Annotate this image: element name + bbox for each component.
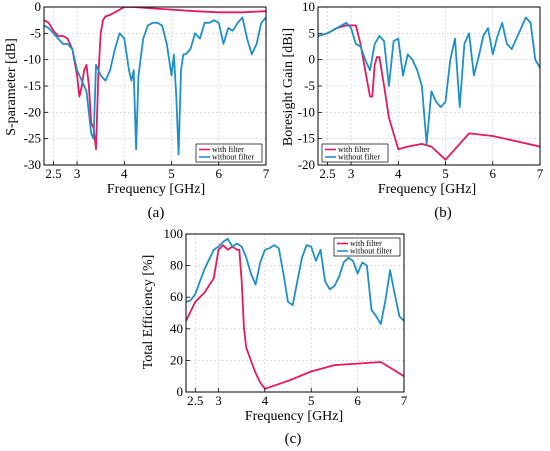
x-tick-label: 7 xyxy=(537,166,544,181)
x-tick-label: 3 xyxy=(215,393,222,408)
legend-label: with filter xyxy=(212,145,244,154)
x-tick-label: 7 xyxy=(401,393,408,408)
x-tick-label: 2.5 xyxy=(319,166,335,181)
y-tick-label: 100 xyxy=(164,226,184,241)
legend-label: with filter xyxy=(338,145,370,154)
x-tick-label: 6 xyxy=(216,166,223,181)
y-tick-label: 60 xyxy=(170,289,183,304)
legend-label: without filter xyxy=(350,247,392,256)
y-tick-label: -20 xyxy=(24,104,41,119)
x-tick-label: 3 xyxy=(348,166,355,181)
x-axis-label: Frequency [GHz] xyxy=(107,182,205,197)
caption-a: (a) xyxy=(148,205,165,221)
x-tick-label: 6 xyxy=(354,393,361,408)
y-tick-label: -15 xyxy=(298,131,315,146)
x-tick-label: 6 xyxy=(490,166,497,181)
y-axis-label: Boresight Gain [dBi] xyxy=(281,28,296,146)
y-axis-label: Total Efficiency [%] xyxy=(141,255,156,370)
panel-b-boresight-gain-chart: (b) Frequency [GHz] Boresight Gain [dBi]… xyxy=(281,0,544,221)
y-tick-label: -20 xyxy=(298,157,315,172)
series-line-without-filter xyxy=(44,16,266,156)
series-line-with-filter xyxy=(318,24,540,161)
x-tick-label: 5 xyxy=(442,166,449,181)
y-tick-label: -10 xyxy=(24,52,41,67)
legend-label: without filter xyxy=(212,153,254,162)
x-tick-label: 7 xyxy=(263,166,270,181)
x-tick-label: 3 xyxy=(74,166,81,181)
y-tick-label: 0 xyxy=(35,0,42,14)
series-line-without-filter xyxy=(186,237,404,325)
x-axis-label: Frequency [GHz] xyxy=(245,409,343,424)
y-tick-label: -5 xyxy=(30,25,41,40)
series-line-with-filter xyxy=(186,244,404,390)
caption-b: (b) xyxy=(434,205,452,221)
legend-box xyxy=(321,143,389,163)
y-tick-label: -25 xyxy=(24,131,41,146)
y-tick-label: -30 xyxy=(24,157,41,172)
axes-frame xyxy=(185,233,405,393)
x-tick-label: 4 xyxy=(395,166,402,181)
caption-c: (c) xyxy=(285,431,302,447)
x-tick-label: 2.5 xyxy=(45,166,61,181)
y-tick-label: -5 xyxy=(304,78,315,93)
legend-box xyxy=(333,237,401,257)
y-tick-label: 10 xyxy=(302,0,315,14)
x-axis-label: Frequency [GHz] xyxy=(378,182,476,197)
y-tick-label: 0 xyxy=(177,384,184,399)
x-tick-label: 5 xyxy=(308,393,315,408)
y-tick-label: 80 xyxy=(170,258,183,273)
legend-label: with filter xyxy=(350,239,382,248)
x-tick-label: 4 xyxy=(262,393,269,408)
y-tick-label: 40 xyxy=(170,321,183,336)
y-tick-label: 20 xyxy=(170,352,183,367)
y-tick-label: 0 xyxy=(309,52,316,67)
plot-area xyxy=(186,234,404,392)
series-line-with-filter xyxy=(44,7,266,151)
series-line-without-filter xyxy=(318,16,540,145)
y-tick-label: 5 xyxy=(309,25,316,40)
panel-a-s-parameter-chart: (a) Frequency [GHz] S-parameter [dB] 2.5… xyxy=(4,0,270,221)
y-axis-label: S-parameter [dB] xyxy=(4,38,19,136)
legend-label: without filter xyxy=(338,153,380,162)
x-tick-label: 5 xyxy=(168,166,175,181)
legend-box xyxy=(195,143,263,163)
y-tick-label: -10 xyxy=(298,104,315,119)
x-tick-label: 2.5 xyxy=(187,393,203,408)
y-tick-label: -15 xyxy=(24,78,41,93)
x-tick-label: 4 xyxy=(121,166,128,181)
panel-c-total-efficiency-chart: (c) Frequency [GHz] Total Efficiency [%]… xyxy=(141,226,408,447)
